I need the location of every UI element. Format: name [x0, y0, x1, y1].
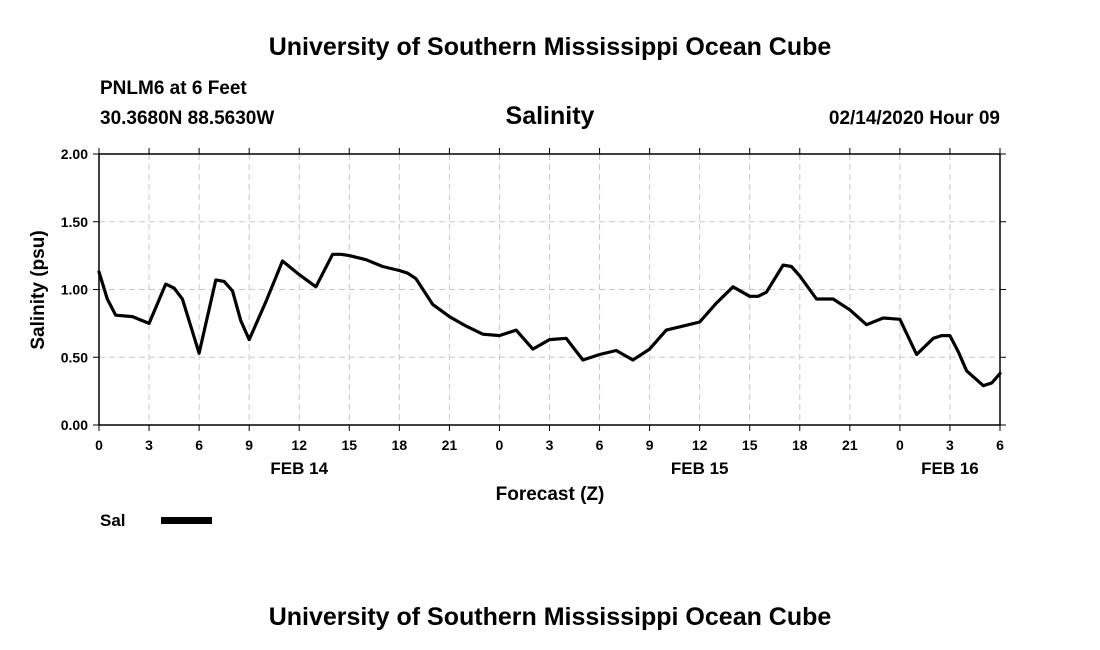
x-axis-label: Forecast (Z)	[496, 484, 605, 505]
y-tick-label: 0.00	[61, 417, 88, 433]
x-tick-label: 15	[341, 437, 357, 453]
date-label: FEB 16	[921, 459, 979, 478]
forecast-datetime: 02/14/2020 Hour 09	[829, 108, 1000, 129]
x-tick-label: 15	[742, 437, 758, 453]
x-tick-label: 12	[692, 437, 708, 453]
date-label: FEB 15	[671, 459, 729, 478]
x-tick-label: 0	[896, 437, 904, 453]
y-tick-label: 0.50	[61, 349, 88, 365]
x-tick-label: 12	[291, 437, 307, 453]
chart-header-title: University of Southern Mississippi Ocean…	[269, 33, 832, 61]
date-label: FEB 14	[270, 459, 328, 478]
x-tick-label: 3	[946, 437, 954, 453]
x-tick-label: 0	[496, 437, 504, 453]
x-tick-label: 21	[442, 437, 458, 453]
x-tick-label: 6	[596, 437, 604, 453]
plot-grid	[99, 154, 1000, 425]
salinity-chart: University of Southern Mississippi Ocean…	[0, 0, 1100, 650]
y-tick-label: 1.00	[61, 282, 88, 298]
x-tick-label: 3	[145, 437, 153, 453]
y-tick-label: 1.50	[61, 214, 88, 230]
legend-swatch	[161, 517, 212, 524]
x-tick-label: 9	[646, 437, 654, 453]
x-tick-label: 6	[996, 437, 1004, 453]
chart-legend: Sal	[100, 511, 212, 530]
x-tick-label: 3	[546, 437, 554, 453]
station-coords: 30.3680N 88.5630W	[100, 108, 274, 129]
axis-ticks: 0.00 0.50 1.00 1.50 2.00 0 3 6 9 12 15 18 21 0 3 6 9 12 15…	[61, 146, 1006, 478]
y-axis-label: Salinity (psu)	[28, 230, 49, 349]
x-tick-label: 0	[95, 437, 103, 453]
x-tick-label: 18	[792, 437, 808, 453]
x-tick-label: 21	[842, 437, 858, 453]
station-label: PNLM6 at 6 Feet	[100, 78, 247, 99]
x-tick-label: 18	[392, 437, 408, 453]
x-tick-label: 6	[195, 437, 203, 453]
legend-label: Sal	[100, 511, 126, 530]
y-tick-label: 2.00	[61, 146, 88, 162]
chart-title: Salinity	[506, 102, 595, 130]
chart-footer-title: University of Southern Mississippi Ocean…	[269, 603, 832, 631]
x-tick-label: 9	[245, 437, 253, 453]
